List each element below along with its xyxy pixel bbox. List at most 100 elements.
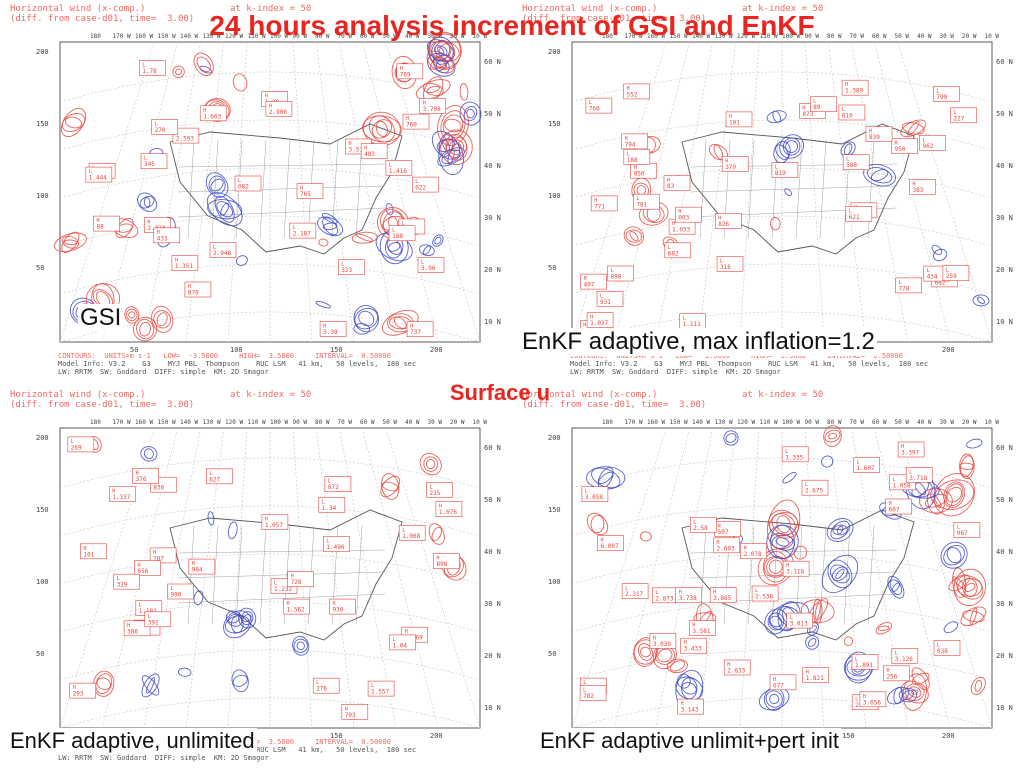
- extremum-label: L2.948: [209, 242, 237, 258]
- lon-tick-label: 110 W: [248, 419, 266, 426]
- svg-text:H: H: [136, 470, 139, 476]
- extremum-value: 1.037: [590, 320, 608, 327]
- svg-text:H: H: [727, 662, 730, 668]
- extremum-label: L1.496: [323, 536, 350, 552]
- svg-text:L: L: [316, 680, 319, 686]
- y-tick-label: 200: [36, 48, 49, 56]
- lat-tick-label: 40 N: [484, 162, 501, 170]
- extremum-value: 2.833: [727, 668, 745, 675]
- extremum-value: 656: [138, 568, 149, 575]
- extremum-value: 2.603: [717, 545, 735, 552]
- lon-tick-label: 30 W: [940, 419, 955, 426]
- extremum-label: L1.04: [389, 634, 416, 651]
- lat-tick-label: 30 N: [996, 600, 1013, 608]
- svg-text:H: H: [112, 489, 115, 495]
- panel-header-var: Horizontal wind (x-comp.): [522, 390, 658, 400]
- svg-text:L: L: [895, 650, 898, 656]
- extremum-label: H1.057: [261, 514, 289, 530]
- lon-tick-label: 60 W: [360, 419, 375, 426]
- extremum-value: 3.039: [653, 641, 671, 648]
- extremum-label: H2.078: [740, 543, 767, 559]
- svg-text:L: L: [341, 262, 344, 268]
- extremum-value: 3.581: [692, 628, 710, 635]
- extremum-value: 2.675: [805, 488, 823, 495]
- svg-text:L: L: [790, 615, 793, 621]
- extremum-value: 765: [300, 191, 311, 198]
- svg-text:H: H: [802, 106, 805, 112]
- lon-tick-label: 180: [90, 419, 101, 426]
- lon-tick-label: 160 W: [647, 419, 665, 426]
- x-tick-label: 50: [130, 346, 138, 354]
- panel-footer-physics: LW: RRTM SW: Goddard DIFF: simple KM: 2D…: [570, 368, 781, 376]
- contour-plot: H707L1.34H984L990H1.562L1.496H703L627H1.…: [36, 419, 501, 740]
- extremum-value: 101: [84, 551, 95, 558]
- extremum-label: L2.538: [751, 585, 779, 602]
- svg-text:L: L: [293, 225, 296, 231]
- svg-text:L: L: [89, 169, 92, 175]
- svg-text:L: L: [393, 637, 396, 643]
- y-tick-label: 50: [36, 264, 44, 272]
- extremum-value: 682: [935, 279, 946, 286]
- lon-tick-label: 70 W: [338, 419, 353, 426]
- extremum-label: L1.78: [139, 60, 166, 76]
- svg-text:H: H: [147, 220, 150, 226]
- lon-tick-label: 120 W: [737, 419, 755, 426]
- contour-plot: H1.663L1.642H2.323L1.416H765L3.96H1.38L1…: [36, 32, 501, 354]
- extremum-value: 276: [316, 686, 327, 693]
- extremum-label: H3.39: [319, 321, 347, 337]
- svg-text:H: H: [175, 258, 178, 264]
- svg-text:L: L: [589, 100, 592, 106]
- lon-tick-label: 60 W: [872, 419, 887, 426]
- extremum-value: 215: [430, 490, 441, 497]
- svg-text:L: L: [415, 179, 418, 185]
- extremum-label: H83: [663, 175, 691, 191]
- extremum-value: 3.143: [681, 707, 699, 714]
- lon-tick-label: 170 W: [113, 419, 131, 426]
- y-tick-label: 50: [548, 264, 556, 272]
- svg-text:H: H: [192, 561, 195, 567]
- lat-tick-label: 60 N: [996, 444, 1013, 452]
- extremum-value: 386: [127, 628, 138, 635]
- extremum-value: 3.96: [421, 265, 436, 272]
- extremum-value: 2.873: [655, 595, 673, 602]
- extremum-label: H3.581: [689, 620, 716, 636]
- lon-tick-label: 150 W: [670, 419, 688, 426]
- svg-text:L: L: [148, 614, 151, 620]
- svg-text:L: L: [144, 156, 147, 162]
- svg-text:H: H: [406, 116, 409, 122]
- extremum-label: H2.833: [723, 659, 751, 676]
- panel-header-diff: (diff. from case-d01, time= 3.00): [522, 14, 707, 24]
- extremum-value: 329: [117, 582, 128, 589]
- extremum-value: 931: [600, 299, 611, 306]
- svg-text:L: L: [857, 460, 860, 466]
- extremum-value: 391: [148, 619, 159, 626]
- extremum-value: 677: [773, 682, 784, 689]
- extremum-value: 771: [594, 203, 605, 210]
- x-tick-label: 200: [942, 346, 955, 354]
- svg-text:H: H: [913, 181, 916, 187]
- extremum-value: 1.351: [175, 263, 193, 270]
- svg-text:H: H: [806, 670, 809, 676]
- extremum-value: 3.865: [713, 595, 731, 602]
- coastline: [681, 123, 915, 255]
- svg-text:L: L: [936, 88, 939, 94]
- extremum-value: 627: [209, 476, 220, 483]
- svg-text:H: H: [188, 284, 191, 290]
- svg-text:L: L: [421, 259, 424, 265]
- extremum-value: 782: [583, 693, 594, 700]
- extremum-value: 836: [153, 485, 164, 492]
- svg-text:H: H: [678, 209, 681, 215]
- extremum-label: L1.444: [85, 166, 113, 183]
- contour-plot: H2.833L2.995H3.656L3.126H1.821L2.538H3.4…: [548, 419, 1013, 740]
